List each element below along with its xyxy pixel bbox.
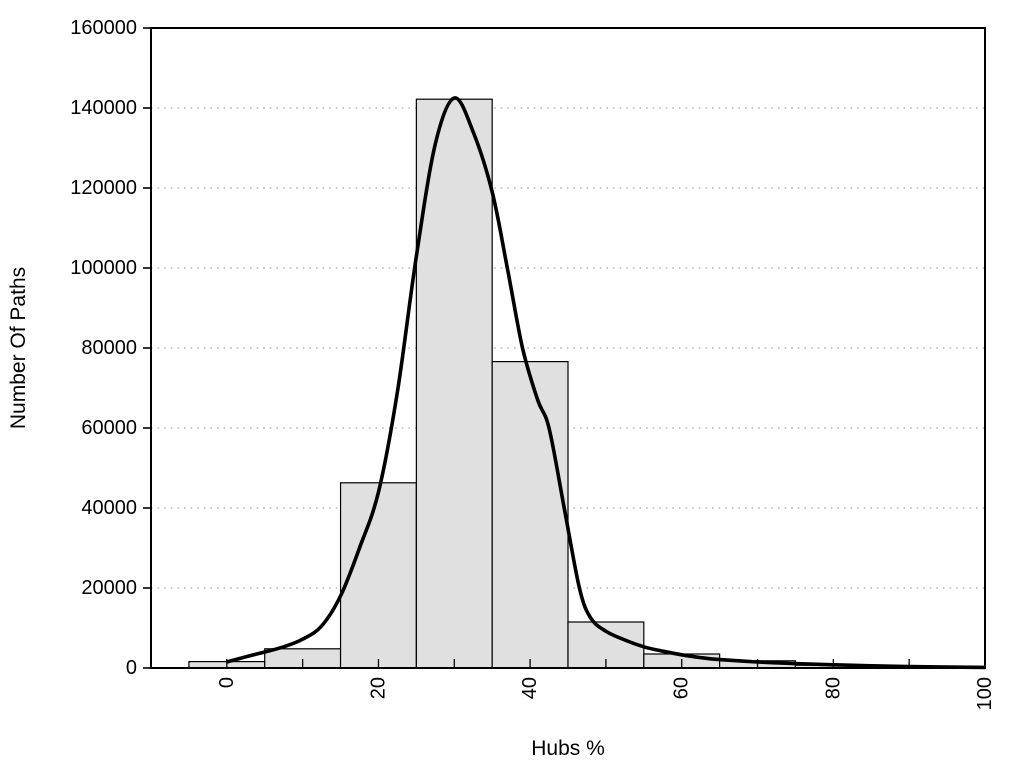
y-axis-tick-labels: 0 20000 40000 60000 80000 100000 120000 140000 1… xyxy=(70,17,137,679)
x-axis-title: Hubs % xyxy=(531,737,605,760)
histogram-bars xyxy=(188,98,948,669)
y-axis-title: Number Of Paths xyxy=(7,267,30,429)
histogram-bar xyxy=(339,482,417,669)
y-tick-label: 160000 xyxy=(70,17,137,39)
x-tick-label: 80 xyxy=(822,677,844,699)
x-tick-label: 60 xyxy=(671,677,693,699)
y-tick-label: 0 xyxy=(126,657,137,679)
y-tick-label: 40000 xyxy=(81,497,137,519)
y-tick-label: 60000 xyxy=(81,417,137,439)
x-tick-label: 100 xyxy=(974,677,996,710)
x-axis-tick-labels: 0 20 40 60 80 100 xyxy=(216,677,996,710)
y-axis-ticks xyxy=(143,27,151,669)
histogram-bar xyxy=(491,361,569,669)
y-tick-label: 20000 xyxy=(81,577,137,599)
x-tick-label: 0 xyxy=(216,677,238,688)
y-tick-label: 120000 xyxy=(70,177,137,199)
y-tick-label: 80000 xyxy=(81,337,137,359)
density-curve xyxy=(226,96,986,670)
y-tick-label: 100000 xyxy=(70,257,137,279)
x-tick-label: 40 xyxy=(519,677,541,699)
x-tick-label: 20 xyxy=(367,677,389,699)
y-tick-label: 140000 xyxy=(70,97,137,119)
x-axis-ticks xyxy=(226,659,986,668)
